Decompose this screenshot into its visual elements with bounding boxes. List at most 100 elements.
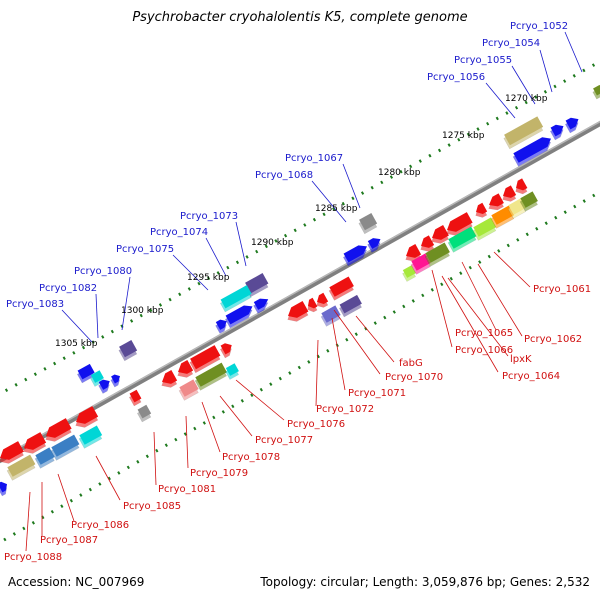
accession-label: Accession: NC_007969 [8,575,145,589]
upper-gene-label: Pcryo_1074 [150,227,208,238]
upper-leader-line [564,31,583,73]
backbone-highlight [0,120,600,460]
scale-label: 1285 kbp [315,204,358,214]
lower-feature [45,418,72,442]
lower-gene-label: Pcryo_1076 [287,419,345,430]
lower-gene-label: Pcryo_1071 [348,388,406,399]
scale-label: 1280 kbp [378,168,421,178]
lower-feature [472,217,497,241]
upper-gene-label: Pcryo_1080 [74,266,132,277]
lower-feature [128,389,142,407]
upper-leader-line [539,49,553,93]
lower-feature [178,379,199,401]
upper-gene-label: Pcryo_1075 [116,244,174,255]
upper-feature [512,137,552,167]
lower-gene-label: Pcryo_1061 [533,284,591,295]
lower-gene-label: Pcryo_1070 [385,372,443,383]
lower-leader-line [185,415,189,469]
lower-feature [78,425,103,449]
lower-leader-line [95,455,121,501]
upper-leader-line [95,293,99,339]
lower-gene-label: Pcryo_1078 [222,452,280,463]
lower-gene-label: Pcryo_1077 [255,435,313,446]
lower-feature [328,276,354,301]
lower-gene-label: Pcryo_1062 [524,334,582,345]
lower-feature [136,404,152,423]
lower-feature [519,191,538,212]
lower-leader-line [331,317,346,391]
lower-scale-track [3,190,600,542]
lower-feature [515,178,528,195]
lower-gene-label: fabG [399,358,423,369]
lower-feature [161,369,178,388]
lower-feature [219,343,232,359]
upper-features [0,85,600,497]
lower-feature [424,242,450,267]
upper-gene-label: Pcryo_1068 [255,170,313,181]
lower-feature [287,301,309,322]
upper-feature [219,285,252,313]
lower-feature [402,265,416,282]
upper-feature [503,116,544,150]
lower-leader-line [447,277,509,357]
lower-leader-line [441,275,499,373]
lower-gene-label: Pcryo_1085 [123,501,181,512]
lower-gene-label: Pcryo_1066 [455,345,513,356]
lower-feature [475,202,488,218]
lower-gene-label: Pcryo_1064 [502,371,560,382]
lower-gene-label: Pcryo_1065 [455,328,513,339]
lower-gene-label: Pcryo_1079 [190,468,248,479]
summary-label: Topology: circular; Length: 3,059,876 bp… [260,575,590,589]
lower-leader-line [355,315,395,363]
lower-feature [338,294,362,318]
upper-leader-line [235,221,247,267]
lower-feature [23,432,47,454]
upper-leader-line [172,254,209,291]
upper-feature [342,245,368,267]
lower-feature [307,297,318,313]
upper-leader-line [121,276,131,331]
upper-feature [110,374,121,388]
lower-leader-line [25,491,31,552]
lower-feature [6,454,36,481]
lower-gene-label: Pcryo_1086 [71,520,129,531]
lower-leader-line [201,401,221,453]
upper-leader-line [205,237,227,277]
lower-feature [502,185,517,202]
lower-feature [420,235,435,252]
upper-feature [215,319,227,334]
lower-leader-line [315,339,319,407]
lower-leader-line [333,309,381,375]
lower-features [0,178,538,481]
lower-leader-line [235,379,285,421]
lower-feature [194,362,227,391]
upper-feature [549,124,564,141]
lower-feature [50,434,80,461]
scale-label: 1305 kbp [55,339,98,349]
lower-leader-line [153,431,157,486]
upper-gene-label: Pcryo_1082 [39,283,97,294]
upper-leader-line [61,309,93,343]
upper-leader-line [485,82,516,119]
lower-leader-line [219,395,253,437]
upper-feature [0,481,7,497]
lower-feature [189,345,221,374]
figure-title: Psychrobacter cryohalolentis K5, complet… [132,10,468,25]
lower-feature [447,226,477,253]
lower-gene-label: lpxK [510,354,532,365]
upper-leader-line [511,65,536,105]
upper-feature [224,305,253,329]
lower-feature [177,359,194,378]
lower-feature [0,441,24,464]
upper-gene-label: Pcryo_1073 [180,211,238,222]
lower-leader-line [57,473,75,522]
lower-leader-line [461,261,497,331]
lower-feature [34,447,55,469]
upper-gene-label: Pcryo_1083 [6,299,64,310]
upper-feature [253,298,269,314]
lower-gene-label: Pcryo_1087 [40,535,98,546]
upper-scale-track [0,59,600,396]
upper-feature [592,85,600,100]
